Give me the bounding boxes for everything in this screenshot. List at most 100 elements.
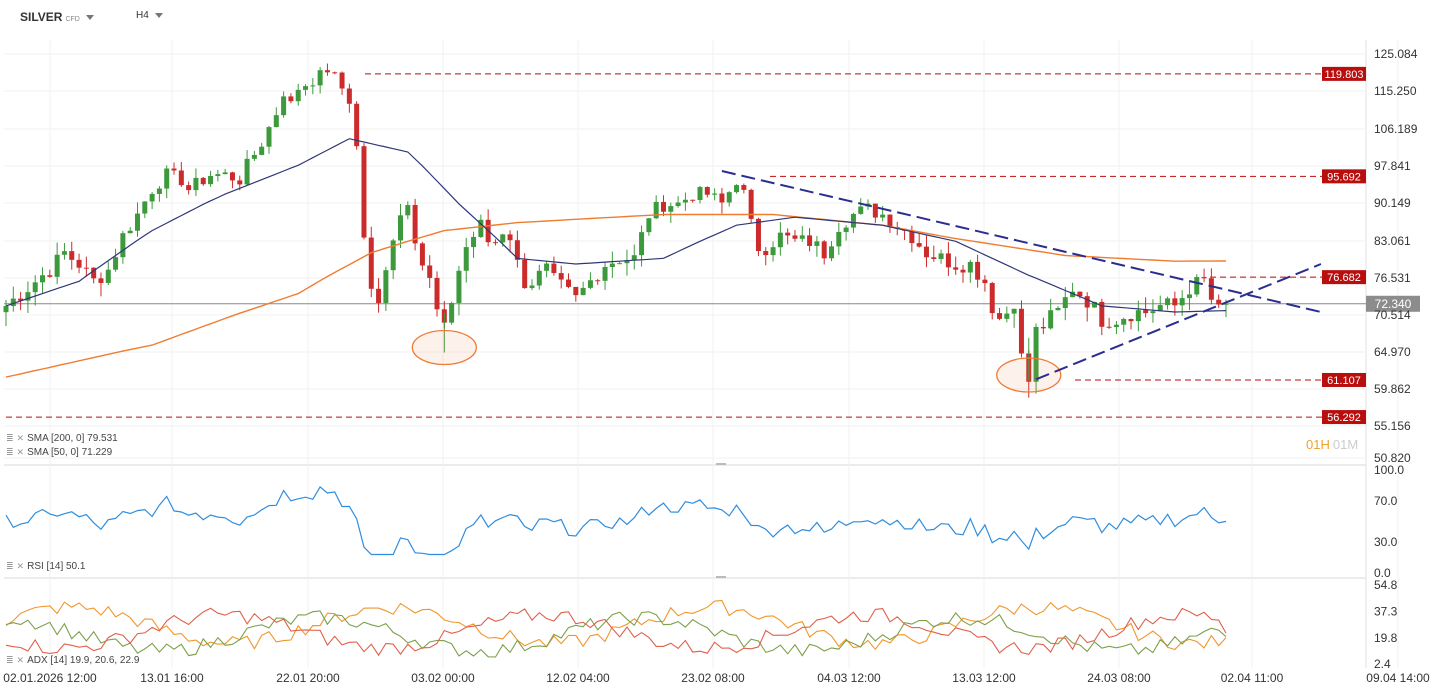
- candle: [843, 227, 849, 232]
- settings-icon[interactable]: ≣: [6, 433, 13, 443]
- adx-series-1: [5, 610, 1227, 658]
- candle: [288, 96, 294, 102]
- legend-sma200[interactable]: ≣ ✕ SMA [200, 0] 79.531: [6, 433, 118, 444]
- candle: [953, 267, 959, 270]
- zoom-controls: 01H 01M: [1306, 437, 1361, 452]
- candle: [931, 257, 937, 259]
- candle: [1062, 297, 1068, 309]
- candle: [83, 267, 89, 269]
- legend-rsi[interactable]: ≣ ✕ RSI [14] 50.1: [6, 561, 85, 572]
- candle: [799, 235, 805, 239]
- x-tick-label: 09.04 14:00: [1366, 671, 1430, 685]
- candle: [1018, 308, 1024, 354]
- zoom-1h-button[interactable]: 01H: [1306, 437, 1330, 452]
- candle: [127, 230, 133, 234]
- candle: [734, 185, 740, 193]
- panel-resize-handle[interactable]: [716, 463, 726, 465]
- legend-sma50[interactable]: ≣ ✕ SMA [50, 0] 71.229: [6, 447, 112, 458]
- candle: [1216, 299, 1222, 305]
- close-icon[interactable]: ✕: [16, 561, 24, 571]
- zoom-1m-button[interactable]: 01M: [1332, 437, 1359, 452]
- level-tag: [1322, 372, 1366, 387]
- candle: [1048, 310, 1054, 329]
- panel-resize-handle[interactable]: [716, 576, 726, 578]
- candle: [551, 263, 557, 274]
- adx-series-2: [5, 607, 1227, 657]
- close-icon[interactable]: ✕: [16, 655, 24, 665]
- candle: [149, 193, 155, 202]
- settings-icon[interactable]: ≣: [6, 655, 13, 665]
- candle: [40, 275, 46, 283]
- candle: [376, 288, 382, 304]
- candle: [544, 263, 550, 271]
- candle: [1165, 298, 1171, 306]
- candle: [880, 214, 886, 218]
- candle: [273, 115, 279, 128]
- legend-adx-label: ADX [14] 19.9, 20.6, 22.9: [27, 655, 140, 666]
- candle: [1157, 305, 1163, 312]
- candle: [142, 201, 148, 214]
- candle: [354, 103, 360, 147]
- chevron-down-icon: [154, 12, 163, 18]
- candle: [186, 185, 192, 191]
- candle: [193, 177, 199, 191]
- candle: [120, 233, 126, 258]
- candle: [215, 174, 221, 177]
- timeframe-selector[interactable]: H4: [136, 10, 163, 21]
- candle: [427, 265, 433, 278]
- y-tick-label: 55.156: [1374, 419, 1411, 433]
- rsi-tick-label: 100.0: [1374, 463, 1404, 477]
- legend-adx[interactable]: ≣ ✕ ADX [14] 19.9, 20.6, 22.9: [6, 655, 139, 666]
- candle: [748, 189, 754, 219]
- candle: [558, 273, 564, 280]
- level-label: 76.682: [1327, 272, 1361, 284]
- candle: [113, 257, 119, 270]
- candle: [967, 261, 973, 273]
- candle: [741, 185, 747, 190]
- candle: [478, 219, 484, 237]
- candle: [295, 89, 301, 102]
- symbol-selector[interactable]: SILVER CFD: [20, 10, 94, 24]
- x-tick-label: 23.02 08:00: [681, 671, 745, 685]
- candle: [887, 214, 893, 228]
- candle: [653, 201, 659, 219]
- x-tick-label: 02.04 11:00: [1221, 671, 1284, 685]
- candle: [507, 234, 513, 241]
- settings-icon[interactable]: ≣: [6, 447, 13, 457]
- candle: [1208, 278, 1214, 300]
- candle: [237, 180, 243, 185]
- candle: [850, 213, 856, 228]
- candle: [712, 193, 718, 195]
- candle: [1150, 311, 1156, 314]
- candle: [770, 247, 776, 256]
- candle: [997, 313, 1003, 319]
- candle: [91, 267, 97, 279]
- candle: [631, 255, 637, 261]
- candle: [1011, 308, 1017, 314]
- candle: [61, 251, 67, 255]
- candle: [317, 70, 323, 86]
- candle: [587, 280, 593, 288]
- candle: [18, 298, 24, 301]
- candle: [405, 205, 411, 216]
- close-icon[interactable]: ✕: [16, 433, 24, 443]
- candle: [814, 241, 820, 246]
- candle: [69, 251, 75, 260]
- candle: [449, 302, 455, 323]
- settings-icon[interactable]: ≣: [6, 561, 13, 571]
- candle: [54, 254, 60, 277]
- candle: [229, 172, 235, 181]
- candle: [3, 306, 9, 313]
- close-icon[interactable]: ✕: [16, 447, 24, 457]
- candle: [909, 230, 915, 244]
- candle: [1077, 291, 1083, 297]
- candle: [938, 253, 944, 259]
- adx-tick-label: 54.8: [1374, 578, 1398, 592]
- candle: [1113, 324, 1119, 328]
- rsi-tick-label: 70.0: [1374, 494, 1398, 508]
- rsi-line: [5, 485, 1227, 556]
- x-tick-label: 22.01 20:00: [276, 671, 340, 685]
- candle: [1040, 326, 1046, 329]
